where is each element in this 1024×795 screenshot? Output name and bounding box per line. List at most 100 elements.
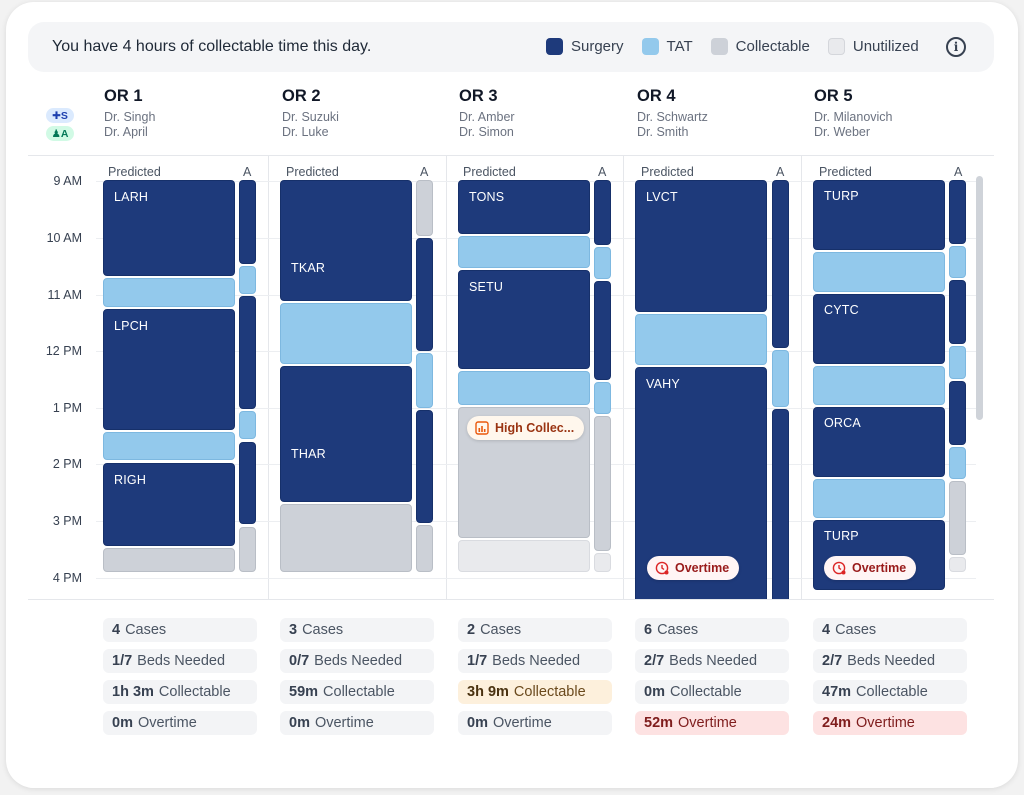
case-block-tkar[interactable]: TKAR bbox=[280, 180, 412, 301]
case-code: CYTC bbox=[824, 303, 859, 317]
case-block-lvct[interactable]: LVCT bbox=[635, 180, 767, 312]
actual-surgery-bar bbox=[594, 281, 611, 380]
actual-surgery-bar bbox=[239, 180, 256, 264]
cases-stat: 3 Cases bbox=[280, 618, 434, 642]
actual-collectable-bar bbox=[239, 527, 256, 572]
actual-tat-bar bbox=[594, 382, 611, 414]
case-code: TKAR bbox=[291, 261, 326, 275]
actual-label: A bbox=[776, 165, 785, 179]
collectable-stat: 59m Collectable bbox=[280, 680, 434, 704]
unutilized-block[interactable] bbox=[458, 540, 590, 572]
or-header-5[interactable]: OR 5 Dr. Milanovich Dr. Weber bbox=[814, 87, 984, 140]
legend-swatch-surgery bbox=[546, 38, 563, 55]
actual-tat-bar bbox=[239, 266, 256, 294]
tat-block[interactable] bbox=[813, 366, 945, 405]
predicted-label: Predicted bbox=[641, 165, 694, 179]
anesthesia-name: Dr. Simon bbox=[459, 125, 514, 139]
actual-label: A bbox=[243, 165, 252, 179]
case-block-lpch[interactable]: LPCH bbox=[103, 309, 235, 430]
header-divider bbox=[28, 155, 994, 156]
actual-label: A bbox=[420, 165, 429, 179]
actual-tat-bar bbox=[239, 411, 256, 439]
actual-surgery-bar bbox=[772, 409, 789, 600]
case-block-orca[interactable]: ORCA bbox=[813, 407, 945, 477]
tat-block[interactable] bbox=[280, 303, 412, 364]
actual-surgery-bar bbox=[772, 180, 789, 348]
or-name: OR 3 bbox=[459, 87, 498, 105]
surgeon-name: Dr. Amber bbox=[459, 110, 515, 124]
tat-block[interactable] bbox=[635, 314, 767, 365]
actual-tat-bar bbox=[949, 346, 966, 379]
actual-surgery-bar bbox=[949, 280, 966, 344]
anesthesia-name: Dr. Smith bbox=[637, 125, 689, 139]
case-code: VAHY bbox=[646, 377, 680, 391]
collectable-block[interactable] bbox=[103, 548, 235, 572]
actual-tat-bar bbox=[949, 246, 966, 278]
legend: Surgery TAT Collectable Unutilized bbox=[546, 38, 937, 55]
tat-block[interactable] bbox=[813, 479, 945, 518]
schedule-card: You have 4 hours of collectable time thi… bbox=[6, 2, 1018, 788]
case-block-cytc[interactable]: CYTC bbox=[813, 294, 945, 364]
surgeon-role-badge: ✚ S bbox=[46, 108, 74, 123]
tat-block[interactable] bbox=[103, 278, 235, 307]
overtime-stat: 0m Overtime bbox=[458, 711, 612, 735]
case-block-larh[interactable]: LARH bbox=[103, 180, 235, 276]
legend-swatch-collectable bbox=[710, 38, 728, 55]
badge-label: Overtime bbox=[852, 561, 907, 575]
tat-block[interactable] bbox=[103, 432, 235, 460]
or-name: OR 2 bbox=[282, 87, 321, 105]
tat-block[interactable] bbox=[813, 252, 945, 292]
case-block-thar[interactable]: THAR bbox=[280, 366, 412, 502]
tat-block[interactable] bbox=[458, 371, 590, 405]
time-label: 1 PM bbox=[52, 401, 82, 415]
actual-unutilized-bar bbox=[594, 553, 611, 572]
cases-stat: 4 Cases bbox=[103, 618, 257, 642]
actual-collectable-bar bbox=[416, 525, 433, 572]
beds-stat: 1/7 Beds Needed bbox=[458, 649, 612, 673]
case-block-righ[interactable]: RIGH bbox=[103, 463, 235, 546]
case-code: LARH bbox=[114, 190, 149, 204]
collectable-stat: 47m Collectable bbox=[813, 680, 967, 704]
case-code: LVCT bbox=[646, 190, 678, 204]
collectable-message: You have 4 hours of collectable time thi… bbox=[52, 38, 372, 55]
legend-item-unutilized: Unutilized bbox=[827, 38, 919, 55]
or-header-2[interactable]: OR 2 Dr. Suzuki Dr. Luke bbox=[282, 87, 452, 140]
summary-banner: You have 4 hours of collectable time thi… bbox=[28, 22, 994, 72]
summary-panel: 4 Cases 1/7 Beds Needed 1h 3m Collectable 0… bbox=[28, 600, 994, 788]
overtime-badge[interactable]: Overtime bbox=[824, 556, 917, 580]
summary-divider bbox=[28, 599, 994, 600]
actual-collectable-bar bbox=[416, 180, 433, 236]
time-label: 2 PM bbox=[52, 457, 82, 471]
legend-label: TAT bbox=[666, 38, 693, 55]
case-block-setu[interactable]: SETU bbox=[458, 270, 590, 369]
high-collectable-badge[interactable]: High Collec... bbox=[467, 416, 585, 440]
collectable-stat-highlight: 3h 9m Collectable bbox=[458, 680, 612, 704]
case-code: ORCA bbox=[824, 416, 861, 430]
person-icon: ♟ bbox=[51, 127, 61, 140]
column-separator bbox=[446, 155, 447, 762]
collectable-block[interactable] bbox=[280, 504, 412, 572]
case-block-tons[interactable]: TONS bbox=[458, 180, 590, 234]
cases-stat: 6 Cases bbox=[635, 618, 789, 642]
or-header-4[interactable]: OR 4 Dr. Schwartz Dr. Smith bbox=[637, 87, 807, 140]
anesthesia-name: Dr. Luke bbox=[282, 125, 329, 139]
vertical-scrollbar[interactable] bbox=[976, 176, 983, 420]
or-header-3[interactable]: OR 3 Dr. Amber Dr. Simon bbox=[459, 87, 629, 140]
case-code: TURP bbox=[824, 189, 859, 203]
predicted-label: Predicted bbox=[286, 165, 339, 179]
actual-tat-bar bbox=[949, 447, 966, 479]
cases-stat: 4 Cases bbox=[813, 618, 967, 642]
actual-unutilized-bar bbox=[949, 557, 966, 572]
predicted-label: Predicted bbox=[108, 165, 161, 179]
info-icon[interactable]: i bbox=[946, 37, 966, 57]
case-block-turp[interactable]: TURP bbox=[813, 180, 945, 250]
or-header-1[interactable]: OR 1 Dr. Singh Dr. April bbox=[104, 87, 274, 140]
legend-label: Collectable bbox=[735, 38, 810, 55]
tat-block[interactable] bbox=[458, 236, 590, 268]
actual-surgery-bar bbox=[416, 410, 433, 523]
badge-label: High Collec... bbox=[495, 421, 575, 435]
overtime-badge[interactable]: Overtime bbox=[647, 556, 740, 580]
actual-surgery-bar bbox=[416, 238, 433, 351]
legend-swatch-unutilized bbox=[827, 38, 845, 55]
case-code: SETU bbox=[469, 280, 504, 294]
